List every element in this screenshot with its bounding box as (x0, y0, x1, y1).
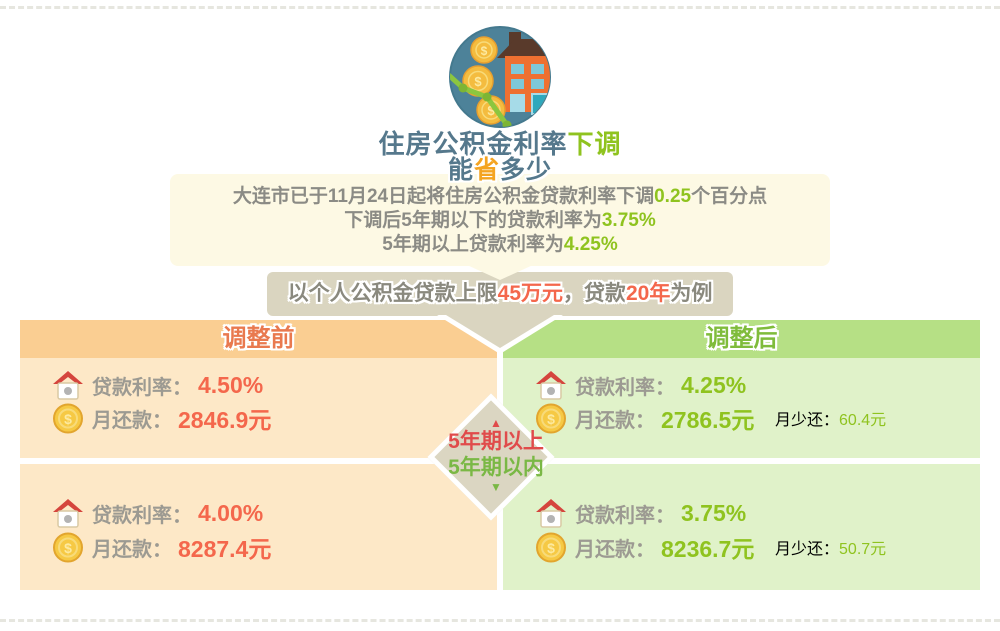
term-under5-label: 5年期以内 (448, 456, 544, 479)
dollar-coin-icon: $ (536, 532, 566, 562)
before-panel-header: 调整前 (20, 320, 497, 358)
monthly-value: 8236.7元 (661, 536, 755, 562)
rate-value: 4.50% (198, 371, 264, 398)
after-panel-header: 调整后 (503, 320, 980, 358)
rate-label: 贷款利率： (92, 504, 192, 527)
monthly-value: 2846.9元 (178, 407, 272, 433)
intro-summary-box: 大连市已于11月24日起将住房公积金贷款利率下调0.25个百分点 下调后5年期以… (170, 174, 830, 266)
logo-coins: $ $ $ (462, 36, 506, 125)
page-title-line2: 能省多少 (447, 156, 553, 184)
intro-box-pointer (467, 265, 533, 280)
svg-text:$: $ (64, 411, 72, 427)
term-over5-label: 5年期以上 (448, 430, 544, 453)
example-banner: 以个人公积金贷款上限45万元，贷款20年为例 (267, 272, 733, 316)
before-over5-monthly-row: $ 月还款： 2846.9元 (52, 402, 271, 434)
down-arrow-icon: ▼ (490, 480, 502, 494)
svg-text:$: $ (64, 540, 72, 556)
after-under5-saving-row: 月少还： 50.7元 (775, 531, 886, 563)
rate-label: 贷款利率： (575, 504, 675, 527)
rate-label: 贷款利率： (92, 376, 192, 399)
monthly-label: 月还款： (575, 409, 655, 432)
intro-line-3: 5年期以上贷款利率为4.25% (382, 234, 618, 255)
after-under5-monthly-row: $ 月还款： 8236.7元 (535, 531, 754, 563)
svg-text:$: $ (487, 103, 495, 118)
svg-text:$: $ (547, 540, 555, 556)
banner-pointer (446, 315, 554, 348)
title-accent-text: 下调 (567, 129, 622, 159)
dollar-coin-icon: $ (53, 532, 83, 562)
monthly-value: 2786.5元 (661, 407, 755, 433)
svg-text:$: $ (547, 411, 555, 427)
page-title-line1: 住房公积金利率下调 (0, 124, 1000, 161)
rate-value: 4.00% (198, 499, 264, 526)
before-over5-rate-row: 贷款利率： 4.50% (52, 369, 263, 401)
monthly-label: 月还款： (92, 409, 172, 432)
house-icon (536, 498, 566, 528)
after-over5-monthly-row: $ 月还款： 2786.5元 (535, 402, 754, 434)
dollar-coin-icon: $ (53, 403, 83, 433)
after-over5-rate-row: 贷款利率： 4.25% (535, 369, 746, 401)
saving-value: 50.7元 (839, 541, 887, 558)
logo-decline-line-chart (450, 67, 512, 127)
house-icon (53, 370, 83, 400)
after-under5-panel (503, 464, 980, 590)
intro-line-1: 大连市已于11月24日起将住房公积金贷款利率下调0.25个百分点 (232, 186, 768, 207)
house-icon (536, 370, 566, 400)
term-diamond-content: ▲ 5年期以上 5年期以内 ▼ (421, 417, 571, 507)
house-icon (53, 498, 83, 528)
svg-text:$: $ (474, 74, 482, 89)
before-under5-panel (20, 464, 497, 590)
svg-text:$: $ (481, 44, 488, 58)
top-dashed-divider (0, 6, 1000, 9)
saving-label: 月少还： (775, 541, 840, 558)
monthly-label: 月还款： (92, 538, 172, 561)
after-over5-saving-row: 月少还： 60.4元 (775, 402, 886, 434)
housing-fund-logo-icon: $ $ $ (435, 24, 565, 130)
dollar-coin-icon: $ (536, 403, 566, 433)
before-over5-panel (20, 358, 497, 458)
before-under5-monthly-row: $ 月还款： 8287.4元 (52, 531, 271, 563)
saving-value: 60.4元 (839, 412, 887, 429)
monthly-value: 8287.4元 (178, 536, 272, 562)
rate-value: 3.75% (681, 499, 747, 526)
title-main-text: 住房公积金利率 (378, 129, 568, 159)
bottom-dashed-divider (0, 619, 1000, 622)
after-over5-panel (503, 358, 980, 458)
monthly-label: 月还款： (575, 538, 655, 561)
before-under5-rate-row: 贷款利率： 4.00% (52, 497, 263, 529)
saving-label: 月少还： (775, 412, 840, 429)
rate-value: 4.25% (681, 371, 747, 398)
up-arrow-icon: ▲ (490, 416, 502, 430)
intro-line-2: 下调后5年期以下的贷款利率为3.75% (344, 210, 656, 231)
rate-label: 贷款利率： (575, 376, 675, 399)
after-under5-rate-row: 贷款利率： 3.75% (535, 497, 746, 529)
